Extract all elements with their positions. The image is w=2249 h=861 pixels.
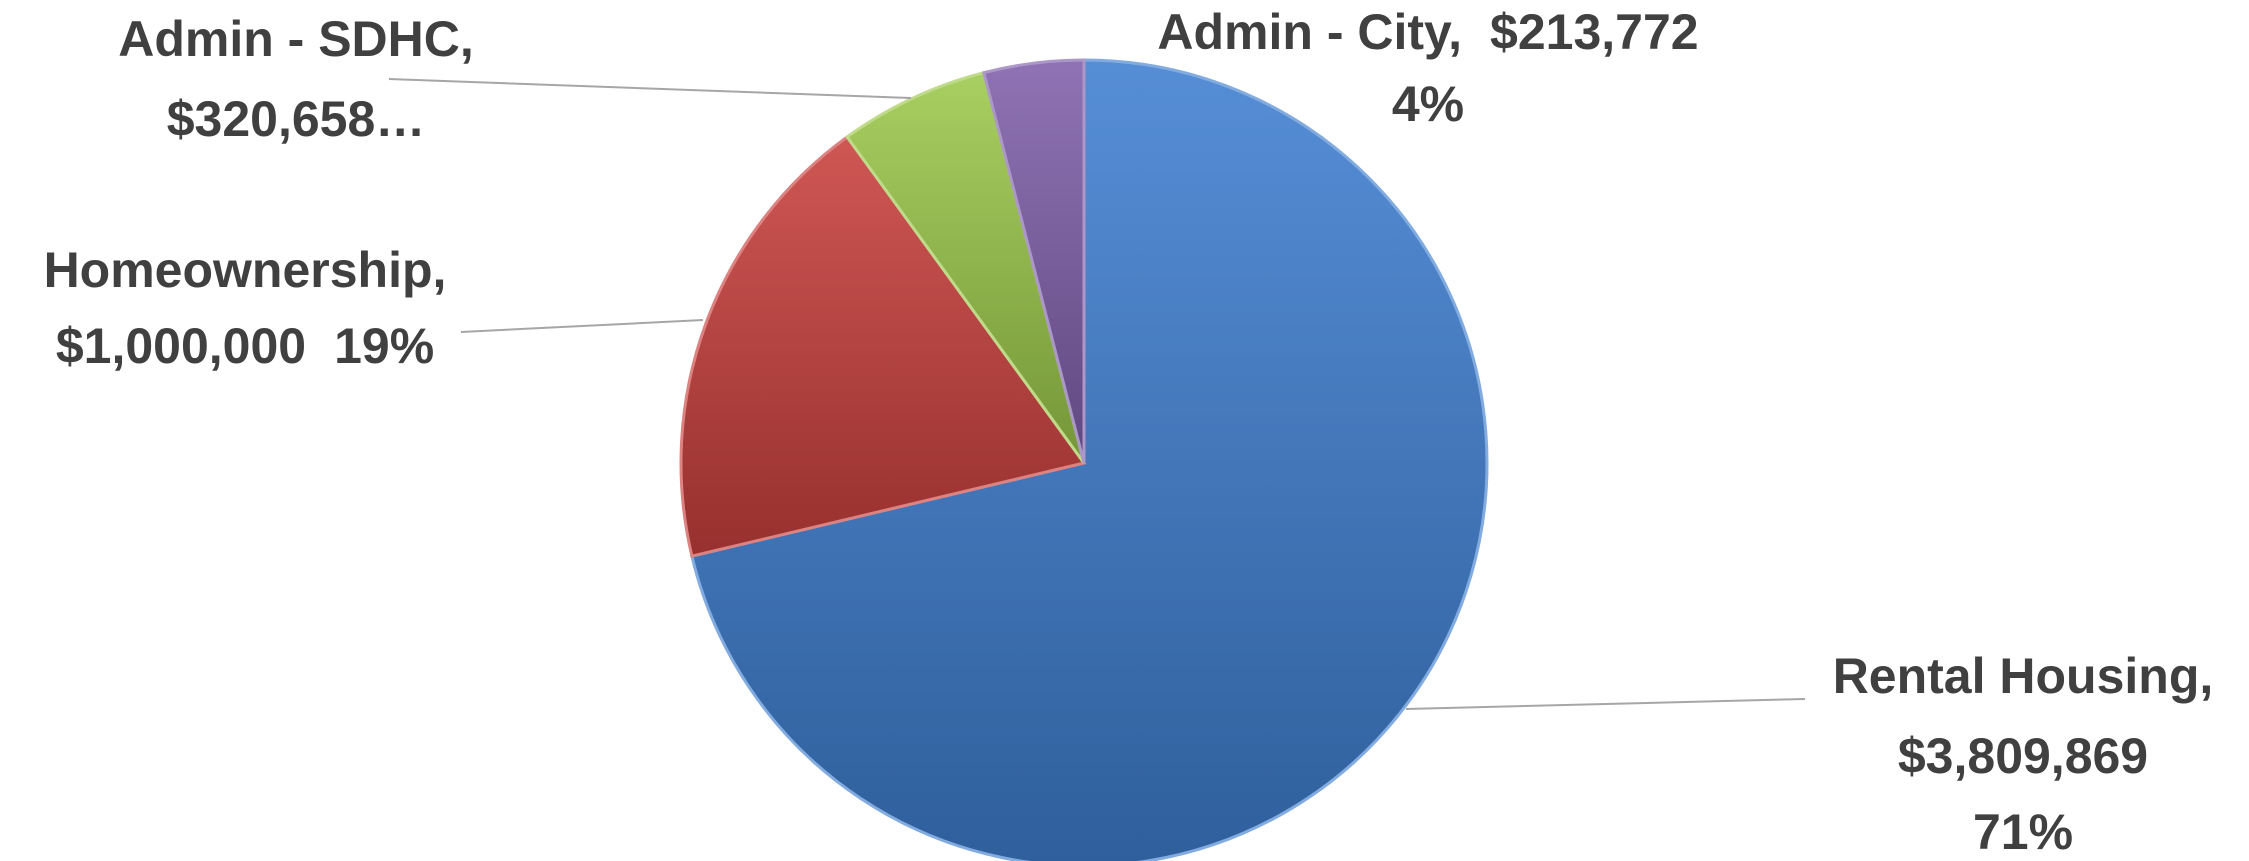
data-label: $1,000,000 19% xyxy=(56,318,434,374)
data-label: $320,658… xyxy=(167,91,426,147)
data-label: $3,809,869 xyxy=(1898,728,2148,784)
data-label-part: 19% xyxy=(334,318,434,374)
data-label: Homeownership, xyxy=(44,242,447,298)
pie-slice xyxy=(690,58,1489,861)
data-label-part: $3,809,869 xyxy=(1898,728,2148,784)
data-label-part: $213,772 xyxy=(1490,4,1699,60)
data-label-part: Rental Housing, xyxy=(1833,648,2214,704)
leader-line xyxy=(388,78,912,99)
data-label-part: Homeownership, xyxy=(44,242,447,298)
labels: Rental Housing, $3,809,869 71% Homeownershi… xyxy=(44,4,2214,860)
data-label: Admin - SDHC, xyxy=(118,11,474,67)
data-label-part: Admin - City, xyxy=(1157,4,1462,60)
data-label-part: $1,000,000 xyxy=(56,318,306,374)
data-label-part: Admin - SDHC, xyxy=(118,11,474,67)
data-label-part: $320,658… xyxy=(167,91,426,147)
pie-slice xyxy=(981,58,1086,464)
data-label-part: 71% xyxy=(1973,804,2073,860)
data-label: Rental Housing, xyxy=(1833,648,2214,704)
pie-slice xyxy=(679,134,1087,558)
data-label: Admin - City, $213,772 xyxy=(1157,4,1698,60)
slices xyxy=(679,58,1489,861)
leader-line xyxy=(1405,698,1806,710)
data-label: 71% xyxy=(1973,804,2073,860)
data-label-part: 4% xyxy=(1392,76,1464,132)
data-label: 4% xyxy=(1392,76,1464,132)
pie-slice xyxy=(845,70,1086,464)
leader-line xyxy=(460,319,704,333)
